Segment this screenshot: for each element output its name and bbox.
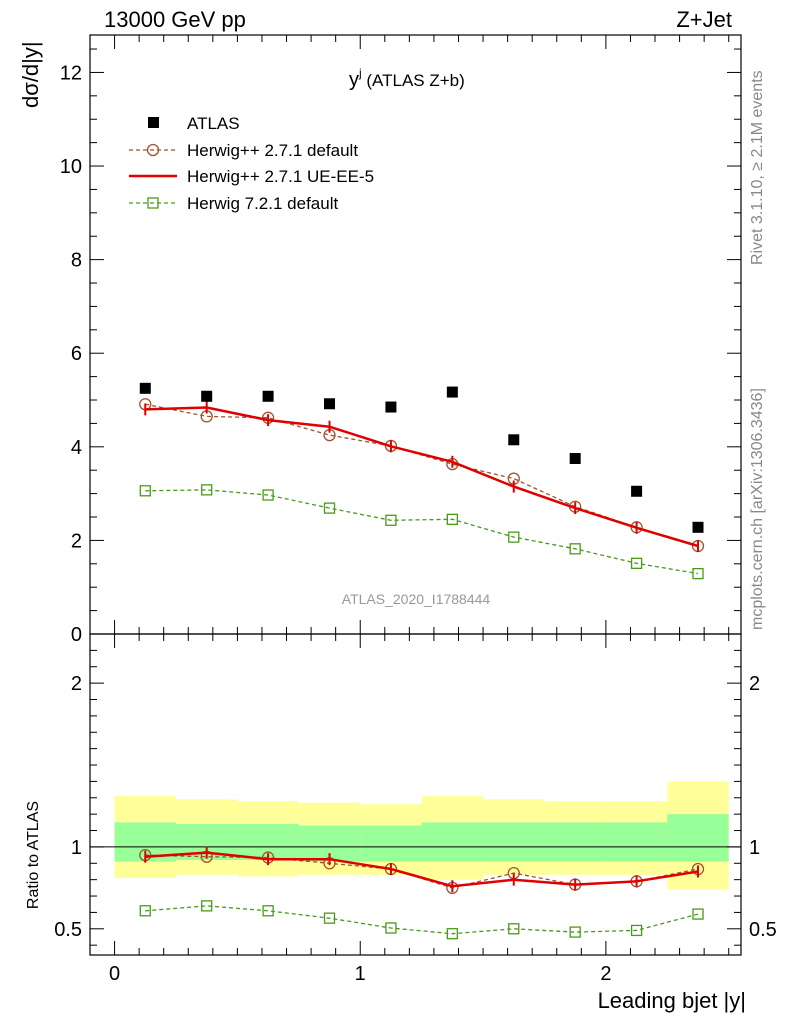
main-y-ticks: 0 2 4 6 8 10 12 bbox=[60, 48, 741, 646]
header-right-label: Z+Jet bbox=[676, 7, 732, 32]
ratio-y-ticks: 0.5 0.5 1 1 2 2 bbox=[54, 649, 777, 946]
header-left-label: 13000 GeV pp bbox=[104, 7, 246, 32]
main-title-sup: j bbox=[358, 66, 362, 80]
main-atlas-point bbox=[201, 390, 213, 402]
main-y-tick-label: 10 bbox=[60, 156, 82, 178]
ratio-band-green bbox=[667, 814, 729, 862]
x-tick-label: 1 bbox=[355, 963, 366, 985]
main-panel-title: yj (ATLAS Z+b) bbox=[349, 66, 465, 91]
legend-herwig7-marker bbox=[147, 197, 159, 209]
ratio-herwig7-point bbox=[262, 905, 274, 917]
ratio-y-tick-label-left: 0.5 bbox=[54, 919, 82, 941]
main-atlas-point bbox=[446, 386, 458, 398]
ratio-herwig7-line bbox=[145, 905, 699, 935]
main-atlas-point bbox=[385, 401, 397, 413]
main-atlas-point bbox=[324, 398, 336, 410]
x-tick-label: 2 bbox=[600, 963, 611, 985]
ratio-panel-frame bbox=[89, 633, 742, 956]
main-series bbox=[139, 382, 704, 533]
x-ticks: 0 1 2 bbox=[109, 35, 730, 985]
ratio-series bbox=[139, 900, 704, 940]
analysis-watermark: ATLAS_2020_I1788444 bbox=[342, 591, 491, 607]
main-y-tick-label: 12 bbox=[60, 62, 82, 84]
legend-herwigpp-default-label: Herwig++ 2.7.1 default bbox=[187, 141, 358, 160]
main-y-tick-label: 4 bbox=[71, 437, 82, 459]
rivet-version-label: Rivet 3.1.10, ≥ 2.1M events bbox=[749, 70, 766, 265]
ratio-band-green bbox=[421, 822, 484, 862]
ratio-herwig7-point bbox=[692, 908, 704, 920]
ratio-herwig7-point bbox=[446, 928, 458, 940]
x-tick-label: 0 bbox=[109, 963, 120, 985]
main-y-tick-label: 0 bbox=[71, 624, 82, 646]
main-herwig7-point bbox=[508, 531, 520, 543]
main-herwig7-point bbox=[323, 502, 336, 514]
ratio-herwig7-point bbox=[569, 926, 581, 938]
main-herwig7-point bbox=[569, 543, 581, 555]
main-herwig7-point bbox=[262, 489, 274, 501]
main-atlas-point bbox=[508, 434, 520, 446]
legend-herwigpp-default-marker bbox=[146, 143, 160, 157]
ratio-y-axis-label: Ratio to ATLAS bbox=[25, 801, 42, 909]
main-y-axis-label: dσ/d|y| bbox=[18, 41, 43, 108]
x-axis-label: Leading bjet |y| bbox=[598, 988, 746, 1013]
ratio-bands bbox=[114, 781, 729, 890]
ratio-band-green bbox=[360, 825, 422, 862]
main-ueee5-line bbox=[145, 406, 699, 548]
main-title-rest: (ATLAS Z+b) bbox=[362, 71, 465, 90]
main-series bbox=[144, 401, 700, 553]
main-y-tick-label: 8 bbox=[71, 250, 82, 272]
legend: ATLAS Herwig++ 2.7.1 default Herwig++ 2.… bbox=[129, 114, 374, 213]
ratio-herwig7-point bbox=[323, 912, 336, 924]
ratio-herwig7-point bbox=[508, 923, 520, 935]
legend-atlas-label: ATLAS bbox=[187, 114, 240, 133]
main-atlas-point bbox=[262, 390, 274, 402]
main-y-tick-label: 2 bbox=[71, 530, 82, 552]
mcplots-reference-label: mcplots.cern.ch [arXiv:1306.3436] bbox=[749, 388, 766, 630]
ratio-band-green bbox=[605, 822, 668, 862]
ratio-series bbox=[144, 846, 700, 893]
main-atlas-point bbox=[569, 453, 581, 465]
ratio-y-tick-label-left: 1 bbox=[71, 837, 82, 859]
main-herwig7-point bbox=[385, 514, 397, 526]
ratio-herwig7-point bbox=[139, 905, 151, 917]
main-herwig7-point bbox=[201, 484, 213, 496]
ratio-y-tick-label-right: 0.5 bbox=[749, 919, 777, 941]
main-series bbox=[139, 484, 704, 580]
ratio-band-green bbox=[544, 822, 606, 862]
ratio-band-green bbox=[483, 822, 545, 862]
legend-herwig7-label: Herwig 7.2.1 default bbox=[187, 194, 338, 213]
main-atlas-point bbox=[631, 485, 643, 497]
main-y-tick-label: 6 bbox=[71, 343, 82, 365]
main-herwig7-point bbox=[446, 513, 458, 525]
main-herwig7-point bbox=[692, 567, 704, 580]
ratio-ueee5-line bbox=[145, 851, 699, 888]
main-herwigpp-default-line bbox=[145, 403, 699, 547]
ratio-herwig7-point bbox=[201, 900, 213, 912]
ratio-herwig7-point bbox=[385, 922, 397, 934]
main-herwig7-line bbox=[145, 489, 699, 575]
main-herwig7-point bbox=[630, 557, 643, 569]
main-atlas-point bbox=[692, 521, 704, 533]
main-series bbox=[139, 398, 705, 553]
legend-atlas-marker bbox=[148, 117, 159, 128]
legend-herwigpp-ueee5-label: Herwig++ 2.7.1 UE-EE-5 bbox=[187, 167, 374, 186]
main-atlas-point bbox=[139, 382, 151, 394]
ratio-y-tick-label-left: 2 bbox=[71, 673, 82, 695]
ratio-herwig7-point bbox=[630, 924, 643, 937]
ratio-y-tick-label-right: 1 bbox=[749, 837, 760, 859]
ratio-y-tick-label-right: 2 bbox=[749, 673, 760, 695]
main-herwig7-point bbox=[139, 485, 151, 497]
main-title-y: y bbox=[349, 69, 359, 91]
